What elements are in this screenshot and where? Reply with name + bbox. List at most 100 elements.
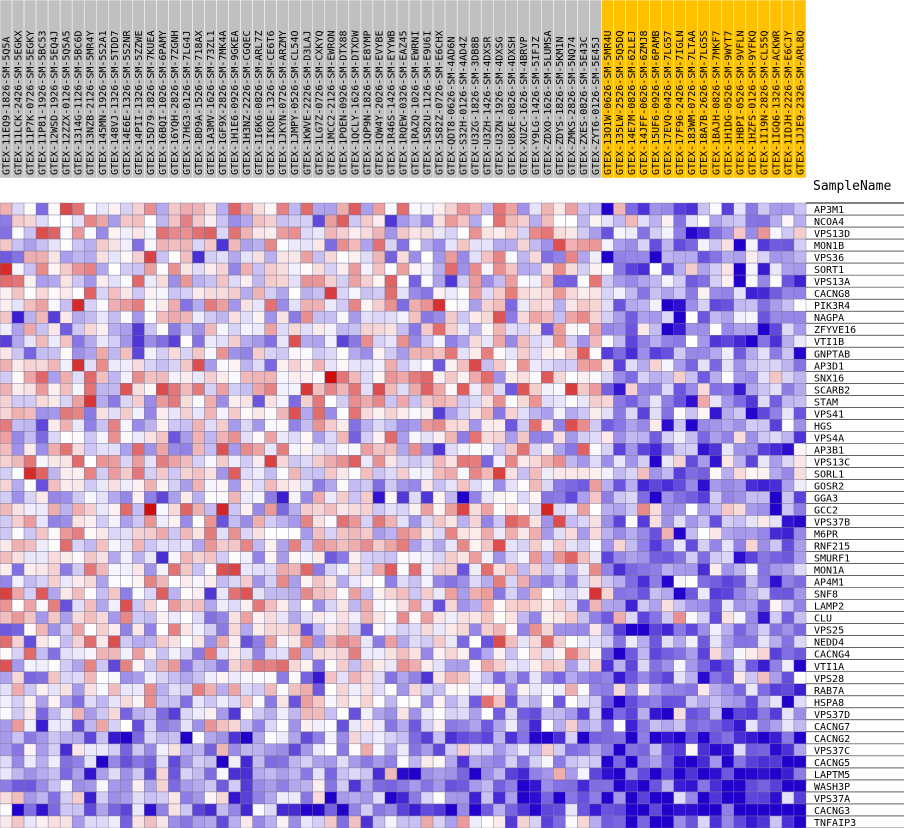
heatmap-cell xyxy=(697,815,710,828)
heatmap-cell xyxy=(360,623,374,636)
heatmap-cell xyxy=(372,539,386,552)
heatmap-cell xyxy=(264,779,277,793)
heatmap-cell xyxy=(360,347,374,360)
heatmap-cell xyxy=(336,286,350,300)
heatmap-cell xyxy=(613,214,626,228)
heatmap-cell xyxy=(444,503,458,516)
heatmap-cell xyxy=(216,274,229,288)
heatmap-cell xyxy=(288,803,301,817)
heatmap-cell xyxy=(120,226,133,240)
heatmap-cell xyxy=(360,599,374,612)
heatmap-cell xyxy=(96,322,109,336)
heatmap-cell xyxy=(59,695,73,709)
heatmap-cell xyxy=(300,707,313,721)
heatmap-cell xyxy=(613,767,626,781)
heatmap-cell xyxy=(577,791,590,805)
heatmap-cell xyxy=(408,683,422,696)
heatmap-cell xyxy=(240,286,253,300)
heatmap-cell xyxy=(529,767,542,781)
heatmap-cell xyxy=(589,202,602,216)
heatmap-cell xyxy=(144,431,157,444)
heatmap-cell xyxy=(661,310,674,324)
heatmap-cell xyxy=(709,683,722,696)
heatmap-cell xyxy=(120,731,133,745)
heatmap-cell xyxy=(589,310,602,324)
heatmap-cell xyxy=(613,202,626,216)
heatmap-cell xyxy=(300,791,313,805)
heatmap-cell xyxy=(47,563,61,576)
heatmap-cell xyxy=(71,298,85,312)
column-label: GTEX-U8XE-0826-SM-4DXSH xyxy=(507,37,518,175)
heatmap-cell xyxy=(108,407,121,420)
heatmap-cell xyxy=(625,298,638,312)
heatmap-cell xyxy=(697,755,710,769)
heatmap-cell xyxy=(336,395,350,408)
heatmap-cell xyxy=(589,671,602,684)
heatmap-cell xyxy=(240,659,253,672)
heatmap-cell xyxy=(456,262,470,276)
heatmap-cell xyxy=(288,467,301,480)
heatmap-cell xyxy=(444,347,458,360)
heatmap-cell xyxy=(312,755,326,769)
heatmap-cell xyxy=(144,719,157,733)
heatmap-cell xyxy=(336,443,350,456)
heatmap-cell xyxy=(0,599,13,612)
heatmap-cell xyxy=(517,298,530,312)
heatmap-cell xyxy=(769,515,783,528)
heatmap-cell xyxy=(661,779,674,793)
heatmap-cell xyxy=(312,803,326,817)
heatmap-cell xyxy=(324,274,338,288)
heatmap-cell xyxy=(493,743,506,757)
heatmap-cell xyxy=(673,611,686,624)
heatmap-cell xyxy=(444,335,458,348)
heatmap-cell xyxy=(336,635,350,648)
heatmap-cell xyxy=(384,310,398,324)
heatmap-cell xyxy=(468,695,482,709)
heatmap-cell xyxy=(180,719,193,733)
heatmap-cell xyxy=(168,707,181,721)
heatmap-cell xyxy=(47,286,61,300)
heatmap-cell xyxy=(396,803,410,817)
heatmap-cell xyxy=(613,695,626,709)
heatmap-cell xyxy=(108,347,121,360)
heatmap-cell xyxy=(23,214,37,228)
heatmap-cell xyxy=(47,515,61,528)
heatmap-cell xyxy=(396,587,410,600)
heatmap-cell xyxy=(384,599,398,612)
row-label: WASH3P xyxy=(814,782,850,793)
heatmap-cell xyxy=(685,575,698,588)
heatmap-cell xyxy=(709,419,722,432)
heatmap-cell xyxy=(288,707,301,721)
heatmap-cell xyxy=(709,755,722,769)
heatmap-cell xyxy=(408,743,422,757)
heatmap-cell xyxy=(493,707,506,721)
heatmap-cell xyxy=(348,515,362,528)
heatmap-cell xyxy=(733,551,747,564)
heatmap-cell xyxy=(84,298,97,312)
heatmap-cell xyxy=(108,815,121,828)
heatmap-cell xyxy=(721,587,735,600)
heatmap-cell xyxy=(637,371,650,384)
heatmap-cell xyxy=(505,683,518,696)
heatmap-cell xyxy=(84,383,97,396)
heatmap-cell xyxy=(396,743,410,757)
heatmap-cell xyxy=(288,383,301,396)
heatmap-cell xyxy=(144,202,157,216)
heatmap-cell xyxy=(59,635,73,648)
heatmap-cell xyxy=(288,431,301,444)
heatmap-cell xyxy=(493,467,506,480)
heatmap-cell xyxy=(324,322,338,336)
heatmap-cell xyxy=(120,779,133,793)
heatmap-cell xyxy=(685,671,698,684)
heatmap-cell xyxy=(0,335,13,348)
heatmap-cell xyxy=(408,322,422,336)
heatmap-cell xyxy=(252,238,265,252)
column-label: GTEX-1IGQ6-1326-SM-ACKWR xyxy=(771,30,782,175)
heatmap-cell xyxy=(288,539,301,552)
heatmap-cell xyxy=(613,383,626,396)
heatmap-cell xyxy=(396,310,410,324)
heatmap-cell xyxy=(541,298,554,312)
row-label: VPS37D xyxy=(814,710,850,721)
heatmap-cell xyxy=(577,359,590,372)
heatmap-cell xyxy=(613,743,626,757)
